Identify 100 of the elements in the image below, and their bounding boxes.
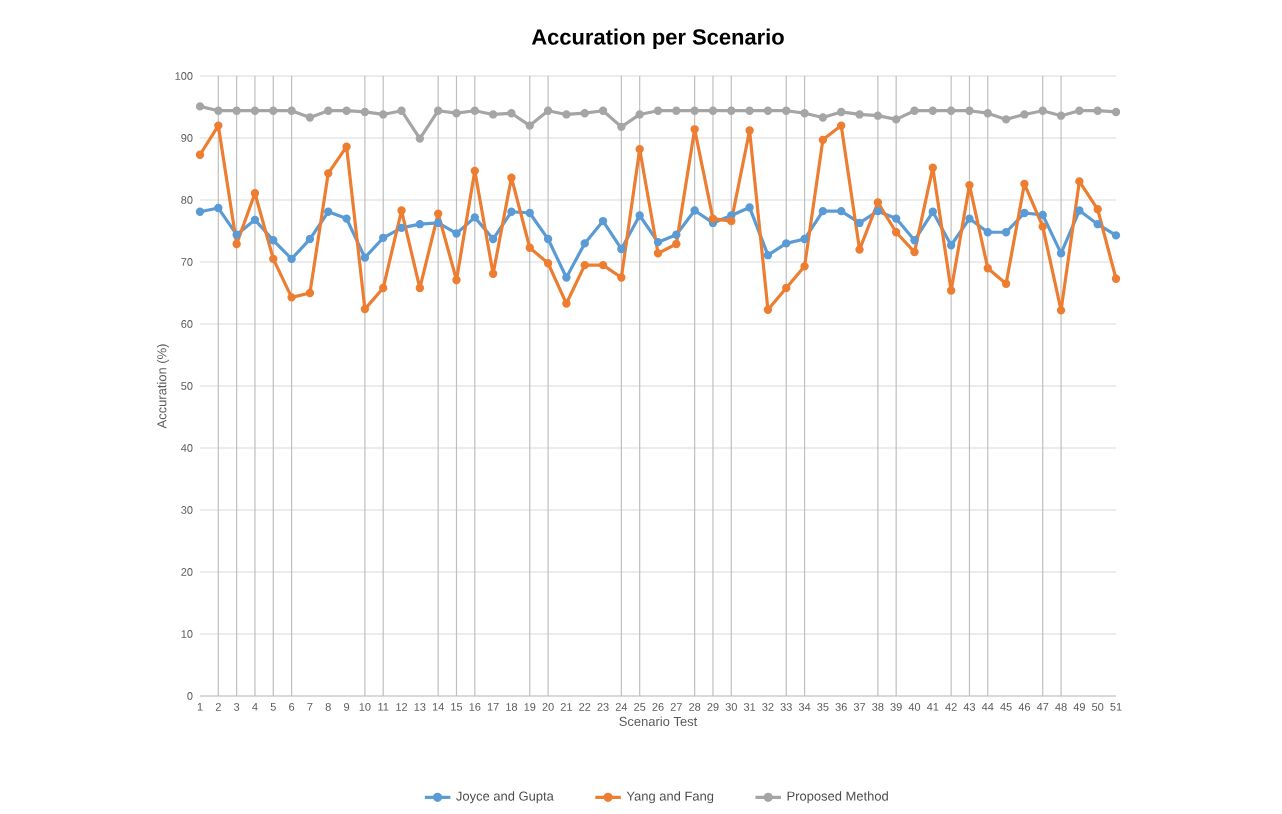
point xyxy=(598,260,608,270)
point xyxy=(507,207,516,216)
point xyxy=(946,286,956,295)
point xyxy=(910,106,919,115)
point xyxy=(1075,206,1084,215)
point xyxy=(1093,219,1102,229)
point xyxy=(928,163,937,172)
point xyxy=(708,214,718,223)
point xyxy=(1075,177,1084,186)
point xyxy=(745,126,754,135)
point xyxy=(452,109,461,118)
point xyxy=(672,230,681,239)
point xyxy=(708,106,718,115)
point xyxy=(617,273,626,282)
chart-title: Accuration per Scenario xyxy=(531,28,784,50)
point xyxy=(324,207,333,216)
point xyxy=(727,216,736,226)
point xyxy=(580,239,589,248)
point xyxy=(1038,210,1047,220)
point xyxy=(379,233,388,243)
point xyxy=(305,113,315,122)
point xyxy=(415,134,425,143)
point xyxy=(690,206,699,215)
point xyxy=(543,234,553,244)
point xyxy=(598,106,608,115)
point xyxy=(983,228,992,237)
point xyxy=(1020,179,1029,189)
point xyxy=(452,275,461,285)
point xyxy=(617,244,626,254)
point xyxy=(415,219,425,229)
point xyxy=(782,106,791,115)
point xyxy=(379,110,388,119)
point xyxy=(379,283,388,293)
point xyxy=(232,230,241,239)
point xyxy=(928,106,937,115)
point xyxy=(910,247,919,257)
point xyxy=(1001,115,1011,124)
point xyxy=(452,229,461,238)
point xyxy=(324,106,333,115)
point xyxy=(562,110,571,119)
point xyxy=(305,234,315,244)
point xyxy=(891,115,901,124)
point xyxy=(690,125,699,134)
point xyxy=(250,215,260,225)
point xyxy=(507,173,516,182)
point xyxy=(782,283,791,293)
point xyxy=(928,207,937,216)
point xyxy=(855,110,864,119)
point xyxy=(269,236,278,245)
point xyxy=(1093,106,1102,115)
point xyxy=(763,305,773,314)
point xyxy=(855,245,864,254)
point xyxy=(342,214,351,223)
point xyxy=(855,218,864,228)
point xyxy=(232,239,241,249)
point xyxy=(745,106,754,115)
point xyxy=(653,237,663,247)
point xyxy=(818,206,828,216)
point xyxy=(800,109,809,118)
point xyxy=(433,209,443,218)
point xyxy=(214,106,223,115)
point xyxy=(1111,274,1121,283)
point xyxy=(543,106,553,115)
point xyxy=(1111,107,1121,117)
point xyxy=(910,236,919,245)
point xyxy=(946,241,956,250)
point xyxy=(324,169,333,178)
point xyxy=(433,218,443,228)
point xyxy=(488,110,498,119)
point xyxy=(580,109,589,118)
point xyxy=(397,106,406,115)
point xyxy=(891,214,901,223)
point xyxy=(287,293,296,302)
point xyxy=(763,106,773,115)
point xyxy=(837,107,846,117)
point xyxy=(1020,208,1029,218)
point xyxy=(214,203,223,213)
point xyxy=(617,122,626,132)
point xyxy=(800,262,809,271)
point xyxy=(965,180,974,190)
point xyxy=(488,269,498,278)
point xyxy=(1056,306,1066,315)
point xyxy=(1075,106,1084,115)
point xyxy=(232,106,241,115)
point xyxy=(653,249,663,258)
point xyxy=(360,253,370,262)
point xyxy=(1001,279,1011,288)
point xyxy=(195,207,205,216)
point xyxy=(543,259,553,268)
point xyxy=(690,106,699,115)
point xyxy=(287,254,296,264)
point xyxy=(1020,110,1029,119)
point xyxy=(782,239,791,248)
point xyxy=(763,250,773,260)
point xyxy=(562,273,571,282)
point xyxy=(873,198,883,207)
point xyxy=(397,223,406,233)
point xyxy=(415,283,425,293)
point xyxy=(891,228,901,237)
point xyxy=(800,234,809,244)
